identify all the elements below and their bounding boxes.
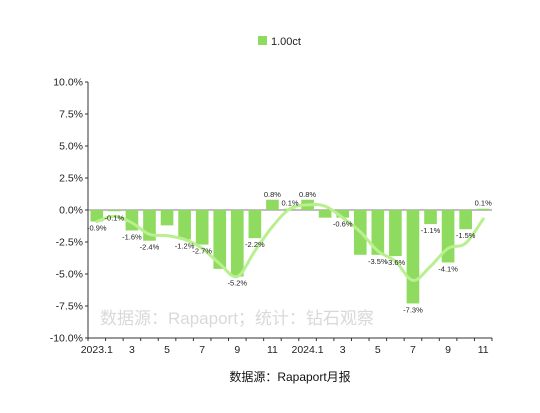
data-label: 0.8% — [299, 190, 316, 199]
data-label: -1.2% — [175, 241, 195, 250]
x-tick-label: 9 — [445, 344, 451, 356]
y-tick-label: -10.0% — [50, 333, 83, 345]
data-label: 0.1% — [475, 199, 492, 208]
source-label: 数据源：Rapaport月报 — [229, 369, 350, 384]
y-tick-label: 0.0% — [59, 205, 83, 217]
legend-label: 1.00ct — [271, 36, 301, 48]
data-label: 0.1% — [281, 199, 298, 208]
bar — [476, 208, 490, 210]
bar — [371, 210, 385, 255]
bar — [318, 210, 332, 218]
data-labels: -0.9% -0.1% -1.6% -2.4% -1.2%-2.7% -5.2% -2.2%… — [87, 190, 492, 315]
x-tick-label: 3 — [340, 344, 346, 356]
data-label: -0.1% — [105, 213, 125, 222]
bar — [160, 210, 174, 226]
data-label: -1.6% — [122, 232, 142, 241]
bar — [230, 210, 244, 277]
bar — [248, 210, 262, 239]
data-label: -3.6% — [386, 258, 406, 267]
data-label: -1.5% — [456, 231, 476, 240]
bar — [178, 210, 191, 240]
x-tick-label: 2023.1 — [81, 344, 113, 356]
bar — [389, 210, 402, 257]
bar — [336, 210, 350, 218]
x-tick-label: 2024.1 — [292, 344, 324, 356]
x-tick-label: 7 — [199, 344, 205, 356]
watermark: 数据源：Rapaport；统计：钻石观察 — [100, 309, 374, 328]
x-tick-label: 11 — [478, 344, 489, 356]
data-label: -2.2% — [245, 240, 265, 249]
data-label: -1.1% — [421, 226, 441, 235]
data-label: -3.5% — [368, 257, 388, 266]
x-tick-label: 3 — [129, 344, 135, 356]
bar — [108, 210, 121, 212]
bar — [195, 210, 209, 245]
x-tick-label: 11 — [267, 344, 278, 356]
x-tick-label: 7 — [410, 344, 416, 356]
y-axis: 10.0% 7.5% 5.0% 2.5% 0.0% -2.5% -5.0% -7.5% -10.… — [50, 77, 89, 345]
data-label: -5.2% — [228, 279, 248, 288]
data-label: -2.4% — [140, 243, 160, 252]
data-label: -0.9% — [87, 224, 107, 233]
trend-line — [95, 203, 485, 282]
y-tick-label: -2.5% — [56, 237, 83, 249]
y-tick-label: 7.5% — [59, 109, 83, 121]
trend-line-group — [95, 203, 485, 282]
bar — [90, 210, 104, 222]
data-label: -4.1% — [438, 264, 458, 273]
y-tick-label: 5.0% — [59, 141, 83, 153]
data-label: 0.8% — [264, 190, 281, 199]
y-tick-label: -5.0% — [56, 269, 83, 281]
y-tick-label: 10.0% — [53, 77, 83, 89]
bar — [213, 210, 227, 269]
x-tick-label: 5 — [164, 344, 170, 356]
data-label: -7.3% — [403, 305, 423, 314]
legend-swatch — [258, 36, 267, 45]
x-tick-label: 9 — [234, 344, 240, 356]
x-tick-label: 5 — [375, 344, 381, 356]
bar — [424, 210, 437, 225]
y-tick-label: 2.5% — [59, 173, 83, 185]
data-label: -0.6% — [333, 220, 353, 229]
legend: 1.00ct — [258, 36, 301, 48]
bar — [459, 210, 472, 230]
bar — [266, 199, 279, 210]
data-label: -2.7% — [192, 247, 212, 256]
bar — [441, 210, 455, 263]
y-tick-label: -7.5% — [56, 301, 83, 313]
bar — [406, 210, 420, 304]
